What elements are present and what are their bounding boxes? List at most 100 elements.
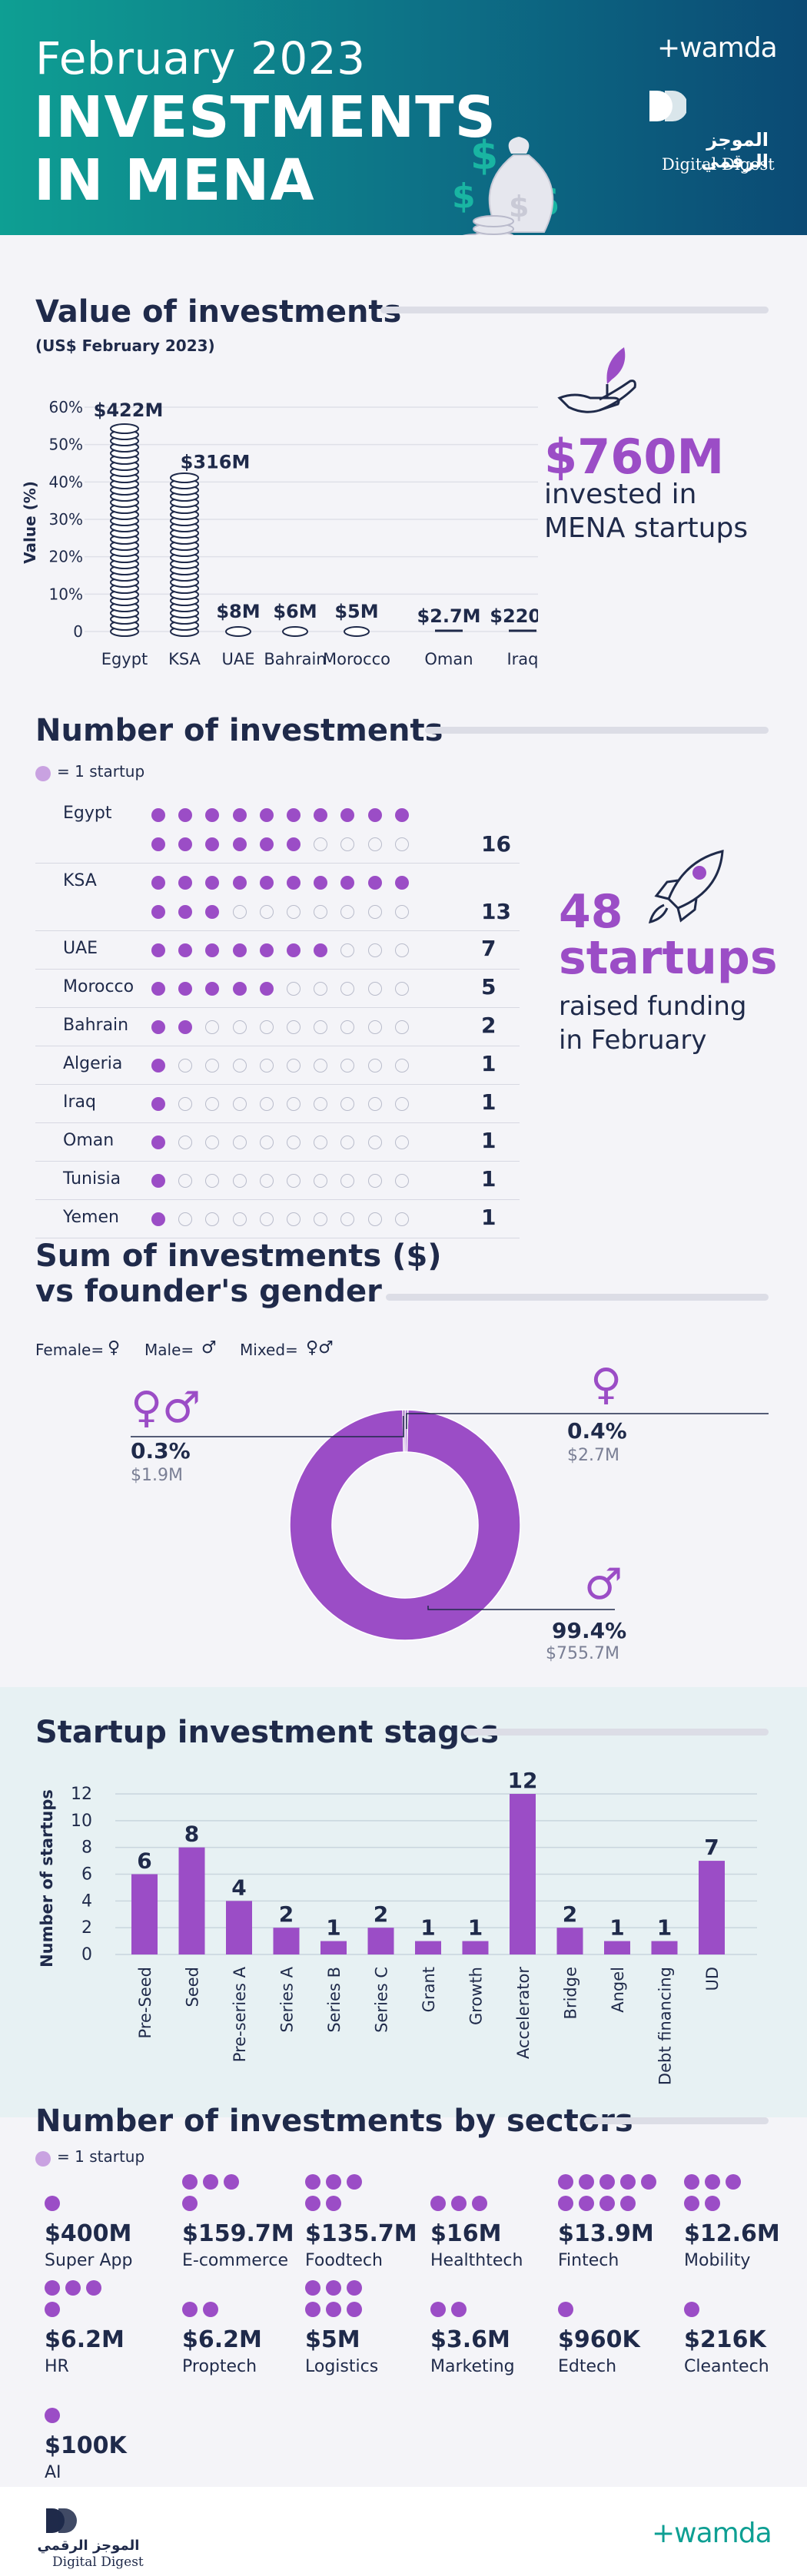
empty-dot (314, 1059, 328, 1073)
sector-dot (45, 2196, 60, 2211)
section-divider (463, 1729, 769, 1736)
filled-dot (205, 808, 220, 822)
sector-item: $12.6M Mobility (684, 2174, 807, 2274)
stage-category-label: Debt financing (656, 1967, 675, 2085)
data-label: $422M (94, 399, 164, 421)
money-bag-icon: $ $ $ $ (452, 133, 560, 235)
filled-dot (232, 876, 247, 890)
sector-label: Logistics (305, 2357, 379, 2376)
stage-bar (320, 1941, 347, 1954)
filled-dot (259, 943, 274, 957)
country-row: Algeria 1 (35, 1051, 520, 1085)
stage-category-label: Growth (467, 1967, 486, 2025)
empty-dot (205, 1135, 220, 1149)
total-startups-word: startups (559, 931, 778, 985)
empty-dot (367, 943, 382, 957)
empty-dot (259, 1097, 274, 1111)
country-label: Egypt (63, 804, 112, 823)
coin-stack-bar (170, 472, 199, 637)
sector-item: $159.7M E-commerce (182, 2174, 305, 2274)
y-tick-label: 2 (81, 1918, 92, 1938)
empty-dot (340, 905, 355, 919)
sector-amount: $12.6M (684, 2220, 780, 2247)
mixed-amount: $1.9M (131, 1466, 183, 1485)
y-axis-label: Value (%) (21, 481, 39, 564)
country-count: 1 (481, 1205, 496, 1230)
sector-amount: $100K (45, 2432, 127, 2459)
empty-dot (367, 1135, 382, 1149)
stage-value-label: 4 (231, 1875, 246, 1900)
sector-dot (558, 2196, 573, 2211)
filled-dot (259, 982, 274, 996)
sector-dot (684, 2196, 699, 2211)
empty-dot (340, 1097, 355, 1111)
empty-dot (287, 1059, 301, 1073)
female-symbol-icon: ♀ (108, 1338, 121, 1358)
stage-value-label: 1 (468, 1915, 483, 1941)
header-title: INVESTMENTS IN MENA (34, 86, 496, 212)
filled-dot (178, 943, 193, 957)
digest-logo-icon (649, 91, 686, 121)
rocket-icon (648, 850, 724, 924)
empty-dot (314, 1174, 328, 1188)
coin-stack-bar (344, 626, 370, 637)
country-count: 13 (481, 899, 511, 924)
sector-amount: $3.6M (430, 2326, 510, 2353)
stage-value-label: 1 (609, 1915, 624, 1941)
coin-stack-bar (225, 626, 251, 637)
filled-dot (367, 808, 382, 822)
total-startups-number: 48 (559, 885, 623, 939)
sector-item: $216K Cleantech (684, 2280, 807, 2380)
digest-english: Digital Digest (662, 155, 775, 174)
empty-dot (394, 982, 409, 996)
stage-bar (131, 1874, 158, 1954)
filled-dot (205, 905, 220, 919)
sector-label: Mobility (684, 2251, 751, 2270)
digest-logo-icon (46, 2508, 77, 2533)
y-tick-label: 20% (49, 548, 83, 566)
sector-dot (65, 2280, 81, 2296)
country-label: Oman (63, 1131, 115, 1150)
footer-digest-english: Digital Digest (52, 2554, 144, 2570)
y-tick-label: 10 (71, 1812, 92, 1831)
filled-dot (314, 876, 328, 890)
digest-arabic: الموجز الرقمي (700, 129, 769, 172)
sector-amount: $13.9M (558, 2220, 654, 2247)
sector-label: E-commerce (182, 2251, 288, 2270)
sector-dot (451, 2196, 467, 2211)
empty-dot (178, 1059, 193, 1073)
empty-dot (314, 1020, 328, 1034)
coin (225, 626, 251, 637)
sector-dot (599, 2174, 615, 2190)
sector-amount: $16M (430, 2220, 502, 2247)
empty-dot (259, 905, 274, 919)
empty-dot (205, 1097, 220, 1111)
sector-item: $100K AI (45, 2386, 168, 2486)
country-count: 7 (481, 936, 496, 961)
filled-dot (205, 876, 220, 890)
filled-dot (232, 982, 247, 996)
empty-dot (340, 1059, 355, 1073)
filled-dot (151, 1020, 165, 1034)
filled-dot (259, 808, 274, 822)
section-divider (425, 727, 769, 734)
number-section-title: Number of investments (35, 713, 443, 748)
section-divider (386, 1294, 769, 1301)
empty-dot (340, 982, 355, 996)
value-of-investments-chart: 0 10% 20% 30% 40% 50% 60% Value (%) Egypt $422M KS… (21, 398, 538, 668)
filled-dot (151, 808, 165, 822)
section-divider (584, 2117, 769, 2124)
country-row: UAE 7 (35, 936, 520, 970)
sector-dot (620, 2196, 636, 2211)
sector-label: Healthtech (430, 2251, 523, 2270)
stage-bar (510, 1794, 536, 1954)
country-row: Tunisia 1 (35, 1166, 520, 1200)
y-tick-label: 0 (81, 1945, 92, 1964)
sector-amount: $960K (558, 2326, 640, 2353)
y-tick-label: 0 (73, 622, 83, 641)
data-label: $316M (181, 452, 251, 473)
sector-item: $13.9M Fintech (558, 2174, 681, 2274)
leader-line-male (427, 1606, 615, 1610)
stage-category-label: Grant (420, 1967, 438, 2012)
filled-dot (205, 837, 220, 851)
